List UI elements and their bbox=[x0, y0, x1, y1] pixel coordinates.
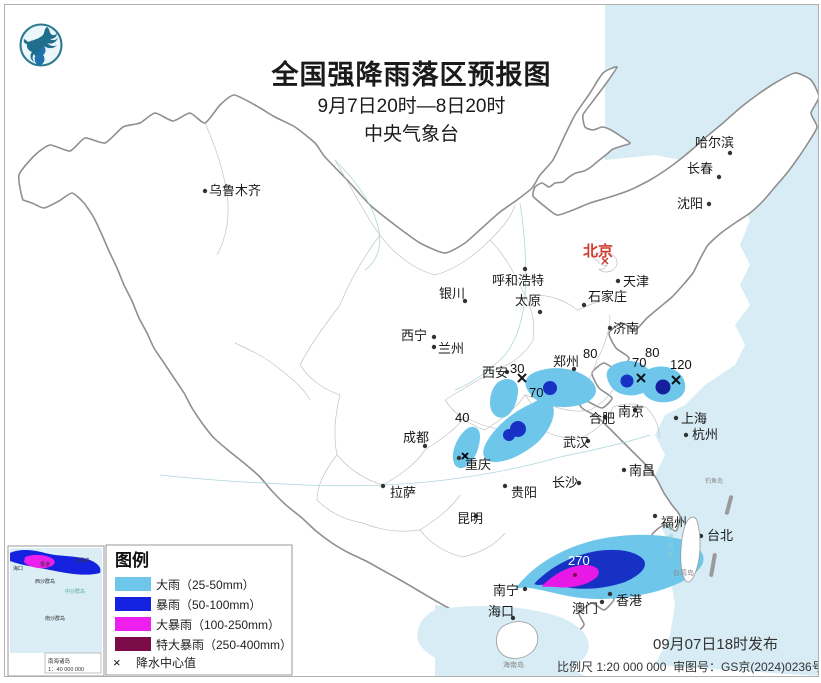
svg-text:120: 120 bbox=[670, 357, 692, 372]
svg-text:审图号：GS京(2024)0236号: 审图号：GS京(2024)0236号 bbox=[673, 659, 818, 674]
svg-text:上海: 上海 bbox=[681, 411, 707, 426]
svg-text:海口: 海口 bbox=[488, 604, 514, 619]
svg-text:西宁: 西宁 bbox=[401, 328, 427, 343]
svg-text:福州: 福州 bbox=[661, 515, 687, 530]
svg-text:南宁: 南宁 bbox=[493, 583, 519, 598]
svg-text:郑州: 郑州 bbox=[553, 354, 579, 369]
svg-text:杭州: 杭州 bbox=[692, 427, 718, 442]
svg-text:台: 台 bbox=[668, 524, 674, 532]
svg-text:海: 海 bbox=[668, 542, 674, 550]
svg-text:银川: 银川 bbox=[439, 286, 465, 301]
svg-text:降水中心值: 降水中心值 bbox=[136, 655, 196, 670]
svg-text:成都: 成都 bbox=[403, 430, 429, 445]
svg-text:中沙群岛: 中沙群岛 bbox=[65, 588, 85, 595]
svg-text:呼和浩特: 呼和浩特 bbox=[492, 273, 544, 288]
svg-text:贵阳: 贵阳 bbox=[511, 485, 537, 500]
svg-text:合肥: 合肥 bbox=[589, 411, 615, 426]
svg-text:西安: 西安 bbox=[482, 365, 508, 380]
svg-text:湾: 湾 bbox=[668, 533, 674, 541]
svg-text:石家庄: 石家庄 bbox=[588, 289, 627, 304]
svg-text:昆明: 昆明 bbox=[457, 511, 483, 526]
svg-text:拉萨: 拉萨 bbox=[390, 485, 416, 500]
svg-text:台北: 台北 bbox=[707, 528, 733, 543]
svg-text:大雨（25-50mm）: 大雨（25-50mm） bbox=[156, 578, 255, 592]
svg-text:天津: 天津 bbox=[623, 274, 649, 289]
svg-text:济南: 济南 bbox=[613, 321, 639, 336]
svg-text:70: 70 bbox=[529, 385, 543, 400]
svg-text:重庆: 重庆 bbox=[465, 457, 491, 472]
svg-text:70: 70 bbox=[632, 355, 646, 370]
svg-text:270: 270 bbox=[568, 553, 590, 568]
svg-text:南京: 南京 bbox=[618, 404, 644, 419]
svg-text:比例尺 1:20 000 000: 比例尺 1:20 000 000 bbox=[557, 660, 667, 674]
svg-text:太原: 太原 bbox=[515, 293, 541, 308]
svg-text:钓鱼岛: 钓鱼岛 bbox=[705, 477, 723, 485]
svg-text:香港: 香港 bbox=[616, 593, 642, 608]
svg-text:暴雨（50-100mm）: 暴雨（50-100mm） bbox=[156, 598, 261, 612]
svg-text:乌鲁木齐: 乌鲁木齐 bbox=[209, 183, 261, 198]
svg-text:香港: 香港 bbox=[40, 561, 50, 568]
svg-text:30: 30 bbox=[510, 361, 524, 376]
svg-text:西沙群岛: 西沙群岛 bbox=[35, 578, 55, 585]
svg-text:北京: 北京 bbox=[583, 242, 613, 260]
svg-text:特大暴雨（250-400mm）: 特大暴雨（250-400mm） bbox=[156, 637, 292, 652]
svg-text:长沙: 长沙 bbox=[552, 475, 578, 490]
svg-text:沈阳: 沈阳 bbox=[677, 196, 703, 211]
svg-text:海口: 海口 bbox=[13, 565, 23, 572]
svg-text:峡: 峡 bbox=[668, 551, 674, 559]
svg-text:1：40 000 000: 1：40 000 000 bbox=[48, 667, 84, 673]
svg-text:图例: 图例 bbox=[115, 550, 149, 570]
svg-text:大暴雨（100-250mm）: 大暴雨（100-250mm） bbox=[156, 618, 280, 632]
svg-text:长春: 长春 bbox=[687, 161, 713, 176]
svg-text:台湾岛: 台湾岛 bbox=[673, 568, 694, 577]
svg-text:80: 80 bbox=[583, 346, 597, 361]
svg-text:南海诸岛: 南海诸岛 bbox=[48, 657, 71, 665]
svg-text:兰州: 兰州 bbox=[438, 341, 464, 356]
svg-text:09月07日18时发布: 09月07日18时发布 bbox=[653, 636, 778, 653]
svg-text:澳门: 澳门 bbox=[572, 601, 598, 616]
svg-text:北冕岛: 北冕岛 bbox=[75, 557, 90, 564]
svg-text:武汉: 武汉 bbox=[563, 435, 589, 450]
svg-text:80: 80 bbox=[645, 345, 659, 360]
svg-text:海南岛: 海南岛 bbox=[503, 660, 524, 669]
svg-text:南沙群岛: 南沙群岛 bbox=[45, 615, 65, 622]
svg-text:×: × bbox=[113, 655, 121, 670]
svg-text:40: 40 bbox=[455, 410, 469, 425]
svg-text:南昌: 南昌 bbox=[629, 463, 655, 478]
